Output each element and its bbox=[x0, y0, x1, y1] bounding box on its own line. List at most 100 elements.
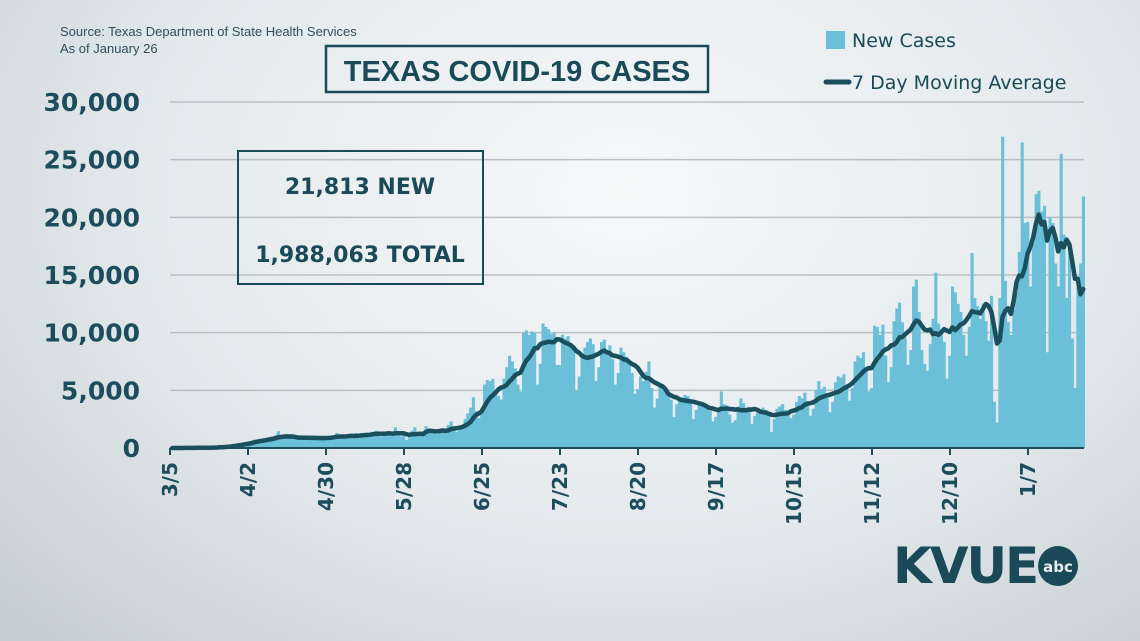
new-cases-bar bbox=[357, 436, 361, 448]
new-cases-bar bbox=[728, 414, 732, 448]
new-cases-bar bbox=[1065, 298, 1069, 448]
new-cases-bar bbox=[795, 401, 799, 448]
new-cases-bar bbox=[561, 334, 565, 448]
new-cases-bar bbox=[664, 392, 668, 448]
new-cases-bar bbox=[828, 412, 832, 448]
new-cases-bar bbox=[987, 340, 991, 448]
new-cases-bar bbox=[811, 408, 815, 448]
new-cases-bar bbox=[594, 381, 598, 448]
new-cases-bar bbox=[285, 438, 289, 448]
y-tick-label: 10,000 bbox=[44, 319, 140, 348]
new-cases-bar bbox=[399, 436, 403, 448]
new-cases-bar bbox=[485, 379, 489, 448]
new-cases-bar bbox=[636, 389, 640, 448]
new-cases-bar bbox=[516, 384, 520, 448]
y-axis-labels: 0 5,000 10,000 15,000 20,000 25,000 30,000 bbox=[44, 88, 140, 463]
new-cases-bar bbox=[510, 361, 514, 448]
new-cases-bar bbox=[881, 324, 885, 448]
new-cases-bar bbox=[694, 409, 698, 448]
new-cases-bar bbox=[555, 364, 559, 448]
new-cases-bar bbox=[1034, 194, 1038, 448]
new-cases-bar bbox=[714, 416, 718, 448]
new-cases-bar bbox=[574, 390, 579, 448]
new-cases-bar bbox=[1006, 322, 1010, 448]
new-cases-bar bbox=[452, 426, 456, 448]
new-cases-bar bbox=[519, 391, 523, 448]
new-cases-bar bbox=[366, 434, 370, 448]
new-cases-bar bbox=[1048, 217, 1052, 448]
new-cases-bar bbox=[324, 437, 328, 448]
new-cases-bar bbox=[524, 330, 528, 448]
new-cases-bar bbox=[296, 436, 300, 448]
x-tick-label: 12/10 bbox=[938, 462, 962, 525]
new-cases-bar bbox=[513, 368, 517, 448]
new-cases-bar bbox=[917, 311, 921, 448]
new-cases-bar bbox=[756, 412, 760, 448]
new-cases-bar bbox=[304, 438, 308, 448]
new-cases-bar bbox=[583, 347, 587, 448]
new-cases-bar bbox=[1023, 223, 1027, 448]
y-tick-label: 5,000 bbox=[61, 376, 140, 405]
x-tick-label: 10/15 bbox=[782, 462, 806, 525]
new-cases-bar bbox=[580, 355, 584, 448]
new-cases-bar bbox=[471, 397, 475, 448]
new-cases-bar bbox=[627, 360, 631, 448]
new-cases-bar bbox=[1079, 263, 1083, 448]
new-cases-bar bbox=[613, 384, 618, 448]
new-cases-bar bbox=[541, 323, 545, 448]
new-cases-bar bbox=[761, 407, 765, 448]
x-tick-label: 5/28 bbox=[392, 462, 416, 511]
new-cases-bar bbox=[499, 399, 503, 448]
new-cases-bar bbox=[327, 437, 331, 448]
new-cases-bar bbox=[900, 322, 904, 448]
new-cases-bar bbox=[644, 371, 648, 448]
new-cases-bar bbox=[332, 435, 336, 448]
new-cases-bar bbox=[984, 321, 988, 448]
new-cases-bar bbox=[533, 332, 537, 448]
x-tick-label: 9/17 bbox=[704, 462, 728, 511]
new-cases-bar bbox=[847, 400, 852, 448]
new-cases-bar bbox=[964, 355, 969, 448]
new-cases-bar bbox=[655, 398, 659, 448]
new-cases-bar bbox=[363, 435, 367, 448]
new-cases-bar bbox=[1009, 334, 1013, 448]
new-cases-bar bbox=[683, 394, 687, 448]
new-cases-bar bbox=[474, 411, 478, 448]
x-tick-label: 11/12 bbox=[860, 462, 884, 525]
chart-title: TEXAS COVID-19 CASES bbox=[344, 56, 690, 88]
new-cases-bar bbox=[850, 388, 854, 448]
new-cases-bar bbox=[789, 418, 793, 448]
new-cases-bar bbox=[859, 358, 863, 448]
new-cases-bar bbox=[455, 431, 459, 448]
new-cases-bar bbox=[271, 436, 275, 448]
new-cases-bar bbox=[544, 326, 548, 448]
new-cases-bar bbox=[803, 392, 807, 448]
new-cases-bar bbox=[700, 401, 704, 448]
new-cases-bar bbox=[1012, 309, 1016, 448]
new-cases-bar bbox=[769, 431, 774, 448]
new-cases-bar bbox=[669, 399, 673, 448]
new-cases-bar bbox=[262, 439, 267, 448]
new-cases-bar bbox=[836, 376, 840, 448]
new-cases-bar bbox=[563, 338, 567, 448]
new-cases-bar bbox=[1051, 223, 1055, 448]
new-cases-bar bbox=[678, 398, 682, 448]
new-cases-bar bbox=[619, 347, 623, 448]
new-cases-bar bbox=[630, 373, 634, 448]
y-tick-label: 25,000 bbox=[44, 146, 140, 175]
new-cases-bar bbox=[672, 416, 676, 448]
new-cases-bar bbox=[1015, 292, 1019, 448]
new-cases-bar bbox=[817, 381, 821, 448]
new-cases-bar bbox=[549, 333, 553, 448]
new-cases-bar bbox=[853, 361, 857, 448]
new-cases-bar bbox=[956, 303, 960, 448]
new-cases-bar bbox=[1001, 136, 1005, 448]
new-cases-bar bbox=[1054, 263, 1058, 448]
new-cases-bar bbox=[781, 404, 785, 448]
new-cases-bar bbox=[711, 421, 715, 448]
new-cases-bar bbox=[906, 364, 910, 448]
new-cases-bar bbox=[666, 392, 670, 448]
new-cases-bar bbox=[733, 420, 737, 448]
legend-label-moving-average: 7 Day Moving Average bbox=[852, 72, 1066, 94]
